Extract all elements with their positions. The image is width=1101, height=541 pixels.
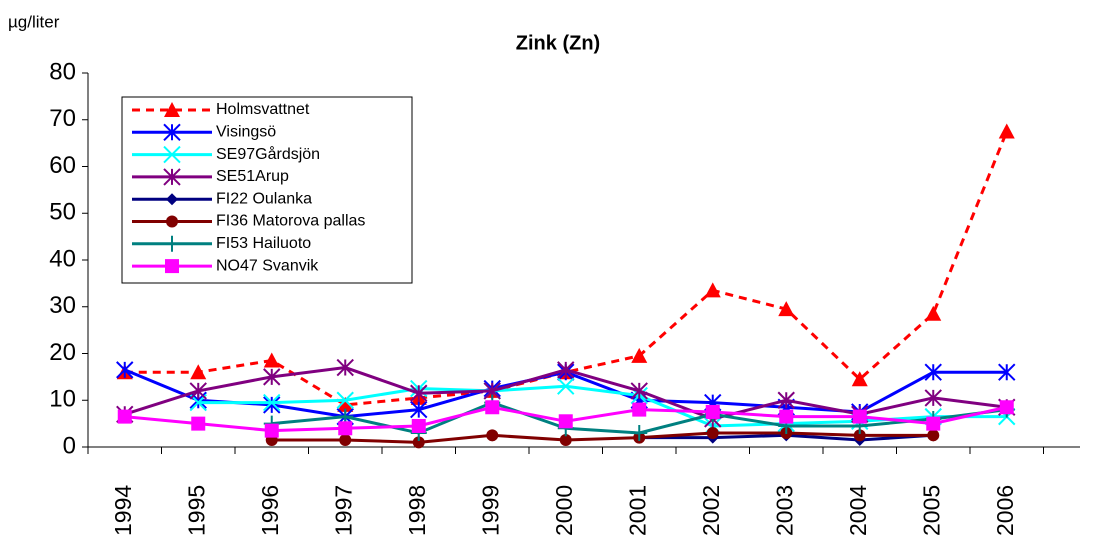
marker [851, 371, 868, 387]
legend-label: SE51Arup [216, 168, 289, 185]
legend-box [121, 96, 413, 284]
marker [163, 168, 181, 186]
y-tick-label: 50 [49, 199, 76, 226]
legend-label: FI36 Matorova pallas [216, 213, 365, 230]
marker [163, 145, 181, 164]
marker [779, 409, 794, 424]
y-tick-label: 20 [49, 339, 76, 366]
marker [705, 404, 720, 419]
legend-label: FI22 Oulanka [216, 190, 312, 207]
x-tick-label: 1999 [477, 485, 503, 536]
marker [163, 123, 181, 142]
marker [486, 429, 499, 442]
x-tick-label: 2006 [992, 485, 1018, 536]
marker [263, 368, 281, 386]
marker [925, 305, 942, 321]
marker [190, 364, 207, 380]
marker [559, 433, 572, 446]
y-tick-label: 70 [49, 105, 76, 132]
marker [189, 382, 207, 400]
marker [998, 363, 1016, 381]
marker [999, 400, 1014, 415]
x-tick-label: 1994 [110, 485, 136, 536]
marker [410, 384, 428, 402]
marker [998, 123, 1015, 139]
legend-label: FI53 Hailuoto [216, 235, 311, 252]
x-tick-label: 1998 [404, 485, 430, 536]
marker [164, 102, 180, 117]
marker [927, 429, 940, 442]
marker [558, 414, 573, 429]
marker [336, 391, 354, 409]
x-tick-label: 2000 [551, 485, 577, 536]
legend-label: Holmsvattnet [216, 101, 310, 118]
marker [485, 400, 500, 415]
y-tick-label: 10 [49, 386, 76, 413]
legend-label: NO47 Svanvik [216, 257, 319, 274]
y-tick-label: 0 [63, 432, 76, 459]
y-tick-label: 30 [49, 292, 76, 319]
marker [411, 418, 426, 433]
marker [116, 361, 134, 379]
marker [263, 352, 280, 368]
y-tick-label: 40 [49, 245, 76, 272]
y-tick-label: 80 [49, 58, 76, 85]
series-line [198, 384, 1007, 428]
x-tick-label: 2003 [771, 485, 797, 536]
x-tick-label: 1997 [330, 485, 356, 536]
marker [704, 282, 721, 298]
marker [412, 436, 425, 449]
marker [263, 393, 281, 412]
marker [264, 423, 279, 438]
marker [924, 363, 942, 381]
marker [852, 409, 867, 424]
marker [339, 433, 352, 446]
marker [631, 347, 648, 363]
marker [166, 215, 178, 228]
y-axis-label: µg/liter [8, 12, 60, 31]
marker [338, 421, 353, 436]
marker [706, 426, 719, 439]
marker [630, 382, 648, 400]
x-tick-label: 2004 [845, 485, 871, 536]
x-tick-label: 2001 [624, 485, 650, 536]
legend-label: SE97Gårdsjön [216, 145, 320, 163]
y-tick-label: 60 [49, 152, 76, 179]
marker [853, 429, 866, 442]
marker [631, 424, 648, 441]
x-tick-label: 2002 [698, 485, 724, 536]
marker [926, 416, 941, 431]
marker [337, 396, 354, 412]
x-tick-label: 1996 [257, 485, 283, 536]
marker [924, 389, 942, 407]
marker [166, 193, 178, 206]
marker [557, 361, 575, 379]
legend-label: Visingsö [216, 124, 276, 141]
series-line [271, 431, 934, 444]
marker [410, 400, 428, 419]
marker [632, 402, 647, 417]
marker [191, 416, 206, 431]
chart-title: Zink (Zn) [516, 32, 600, 54]
marker [165, 259, 179, 274]
marker [164, 235, 180, 252]
marker [263, 396, 281, 414]
marker [117, 409, 132, 424]
marker [557, 377, 575, 395]
marker [777, 391, 795, 409]
x-tick-label: 2005 [918, 485, 944, 536]
x-tick-label: 1995 [183, 485, 209, 536]
marker [778, 301, 795, 317]
marker [336, 358, 354, 377]
